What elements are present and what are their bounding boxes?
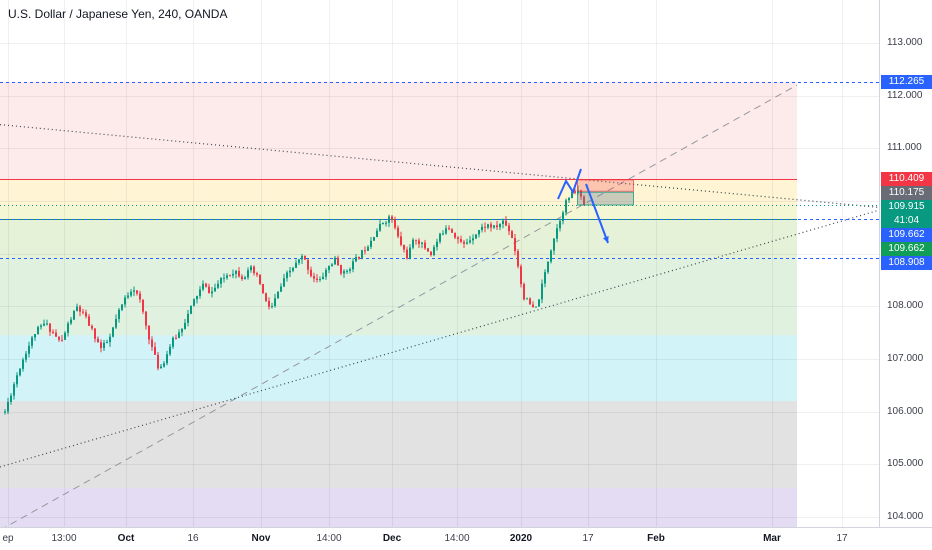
time-axis-label: Nov <box>251 533 271 544</box>
countdown-tag[interactable]: 41:04 <box>881 214 932 229</box>
time-axis-label: Feb <box>647 533 665 544</box>
chart-legend[interactable]: U.S. Dollar / Japanese Yen, 240, OANDA <box>8 7 227 21</box>
price-scale-label: 111.000 <box>887 142 922 154</box>
price-tag[interactable]: 109.662 <box>881 242 932 257</box>
price-tag[interactable]: 110.409 <box>881 172 932 187</box>
price-scale-label: 106.000 <box>887 405 924 417</box>
price-scale-label: 112.000 <box>887 89 923 101</box>
time-axis-label: 17 <box>836 533 848 544</box>
time-axis-label: ep <box>2 533 14 544</box>
price-tag[interactable]: 109.662 <box>881 228 932 243</box>
time-axis-label: 17 <box>582 533 594 544</box>
time-axis-label: 13:00 <box>51 533 77 544</box>
symbol-title: U.S. Dollar / Japanese Yen, 240, OANDA <box>8 7 228 21</box>
price-tag[interactable]: 109.915 <box>881 200 932 215</box>
price-axis[interactable]: 113.000112.000111.000110.000109.000108.0… <box>879 0 932 528</box>
price-tag[interactable]: 108.908 <box>881 256 932 271</box>
time-axis-label: Dec <box>382 533 402 544</box>
price-scale-label: 105.000 <box>887 458 924 470</box>
time-axis-label: 14:00 <box>444 533 470 544</box>
price-tag[interactable]: 110.175 <box>881 186 932 201</box>
time-axis-label: 16 <box>187 533 199 544</box>
time-axis-label: Oct <box>117 533 135 544</box>
time-axis-label: 14:00 <box>316 533 342 544</box>
price-scale-label: 104.000 <box>887 510 924 522</box>
time-axis-label: 2020 <box>509 533 533 544</box>
price-scale-label: 108.000 <box>887 300 924 312</box>
price-scale-label: 113.000 <box>887 36 923 48</box>
time-axis-label: Mar <box>763 533 781 544</box>
time-axis[interactable]: ep 13:00 Oct 16 Nov 14:00 Dec 14:00 2020 17 Feb Mar… <box>0 527 932 550</box>
price-tag[interactable]: 112.265 <box>881 74 932 89</box>
price-scale-label: 107.000 <box>887 352 924 364</box>
